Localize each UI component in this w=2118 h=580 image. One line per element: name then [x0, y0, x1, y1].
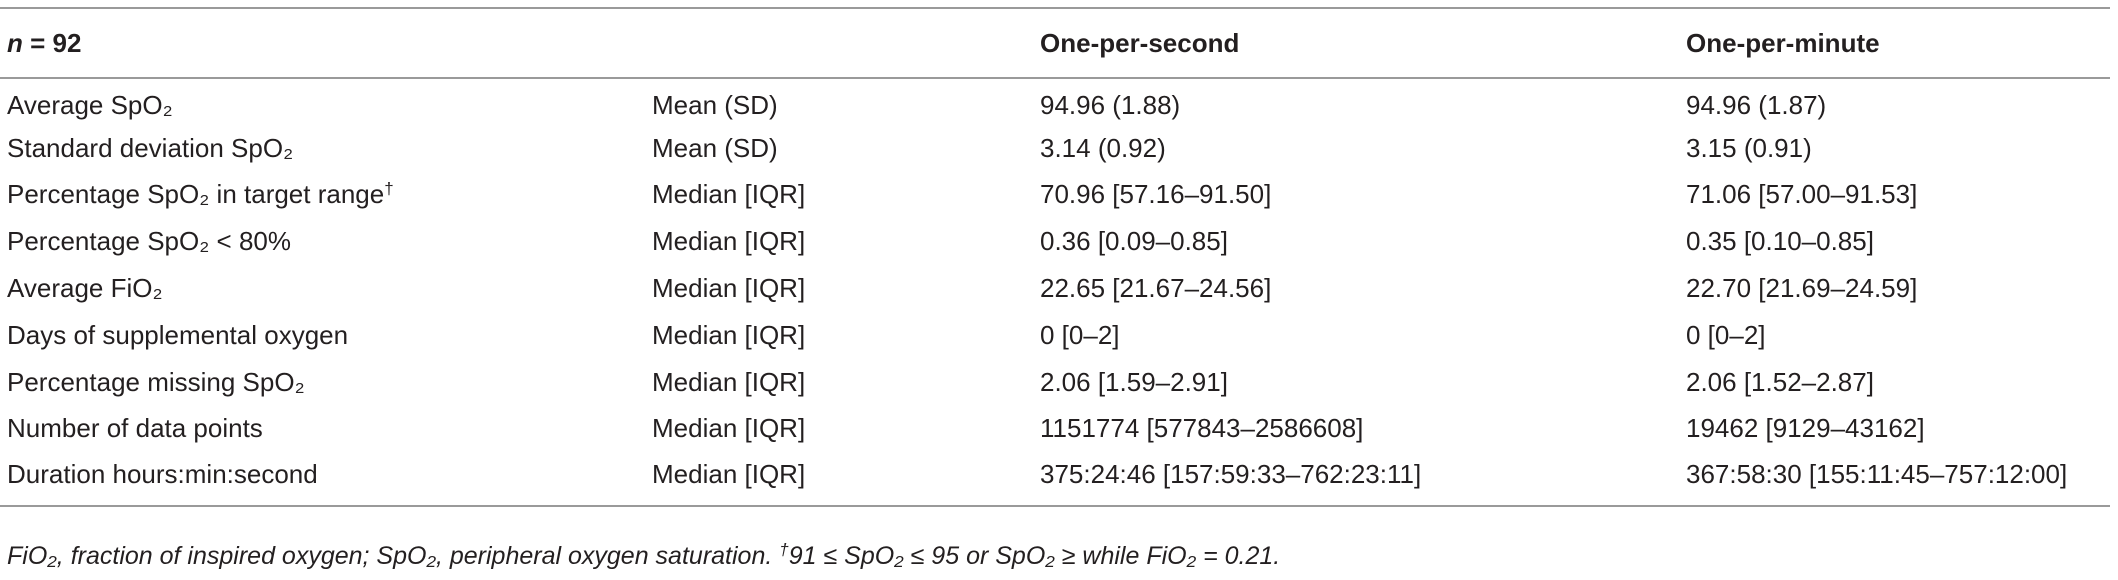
- per-minute-value: 19462 [9129–43162]: [1686, 413, 1925, 444]
- row-label: Percentage SpO₂ < 80%: [7, 226, 291, 257]
- table-row: Standard deviation SpO₂ Mean (SD) 3.14 (0.…: [0, 125, 2110, 172]
- per-second-value: 3.14 (0.92): [1040, 132, 1166, 163]
- per-minute-value: 0.35 [0.10–0.85]: [1686, 226, 1874, 257]
- per-second-value: 22.65 [21.67–24.56]: [1040, 273, 1272, 304]
- row-label-cell: Average FiO₂: [0, 265, 645, 312]
- n-symbol: n: [7, 27, 23, 58]
- statistic: Median [IQR]: [652, 459, 806, 490]
- per-minute-value: 71.06 [57.00–91.53]: [1686, 179, 1918, 210]
- footnote: FiO₂, fraction of inspired oxygen; SpO₂,…: [7, 540, 1280, 571]
- row-label: Average FiO₂: [7, 273, 163, 304]
- row-label: Standard deviation SpO₂: [7, 132, 294, 163]
- row-label: Duration hours:min:second: [7, 459, 318, 490]
- per-minute-value: 22.70 [21.69–24.59]: [1686, 273, 1918, 304]
- table-row: Number of data points Median [IQR] 1151774…: [0, 406, 2110, 453]
- row-label-cell: Percentage SpO₂ in target range†: [0, 172, 645, 219]
- statistic: Median [IQR]: [652, 179, 806, 210]
- per-second-value: 375:24:46 [157:59:33–762:23:11]: [1040, 459, 1422, 490]
- table-body: Average SpO₂ Mean (SD) 94.96 (1.88) 94.96 (…: [0, 78, 2110, 507]
- statistic: Median [IQR]: [652, 319, 806, 350]
- row-label: Average SpO₂: [7, 90, 173, 121]
- statistic: Median [IQR]: [652, 273, 806, 304]
- n-value: = 92: [30, 27, 82, 58]
- table-row: Duration hours:min:second Median [IQR] 375…: [0, 452, 2110, 507]
- header-cell: One-per-second: [1040, 27, 1240, 58]
- row-label-cell: Percentage missing SpO₂: [0, 359, 645, 406]
- table-header: n = 92 One-per-second One-per-minute: [0, 8, 2110, 78]
- table-row: Percentage SpO₂ < 80% Median [IQR] 0.36 [0…: [0, 218, 2110, 265]
- footnote-mark: †: [384, 179, 394, 199]
- per-minute-value: 367:58:30 [155:11:45–757:12:00]: [1686, 459, 2068, 490]
- row-label-cell: Days of supplemental oxygen: [0, 312, 645, 359]
- per-minute-value: 0 [0–2]: [1686, 319, 1766, 350]
- per-second-value: 0 [0–2]: [1040, 319, 1120, 350]
- footnote-definitions: FiO₂, fraction of inspired oxygen; SpO₂,…: [7, 542, 773, 570]
- per-minute-value: 3.15 (0.91): [1686, 132, 1812, 163]
- table: n = 92 One-per-second One-per-minute Ave…: [0, 7, 2110, 507]
- header-cell: [645, 8, 1033, 78]
- per-minute-value: 94.96 (1.87): [1686, 90, 1827, 121]
- row-label-cell: Duration hours:min:second: [0, 452, 645, 506]
- per-second-value: 1151774 [577843–2586608]: [1040, 413, 1364, 444]
- per-second-value: 2.06 [1.59–2.91]: [1040, 366, 1228, 397]
- table-wrap: n = 92 One-per-second One-per-minute Ave…: [0, 7, 2110, 507]
- row-label: Days of supplemental oxygen: [7, 319, 349, 350]
- header-cell: n = 92: [0, 8, 645, 78]
- table-row: Percentage SpO₂ in target range† Median […: [0, 172, 2110, 219]
- row-label: Percentage SpO₂ in target range: [7, 179, 385, 210]
- row-label-cell: Standard deviation SpO₂: [0, 125, 645, 172]
- row-label-cell: Number of data points: [0, 406, 645, 453]
- row-label: Number of data points: [7, 413, 263, 444]
- row-label-cell: Percentage SpO₂ < 80%: [0, 218, 645, 265]
- row-label-cell: Average SpO₂: [0, 78, 645, 125]
- header-cell: One-per-minute: [1686, 27, 1880, 58]
- statistic: Mean (SD): [652, 90, 778, 121]
- statistic: Mean (SD): [652, 132, 778, 163]
- statistic: Median [IQR]: [652, 413, 806, 444]
- header-row: n = 92 One-per-second One-per-minute: [0, 8, 2110, 78]
- footnote-mark: †: [779, 540, 789, 559]
- per-second-value: 94.96 (1.88): [1040, 90, 1181, 121]
- table-row: Percentage missing SpO₂ Median [IQR] 2.06 …: [0, 359, 2110, 406]
- per-second-value: 70.96 [57.16–91.50]: [1040, 179, 1272, 210]
- statistic: Median [IQR]: [652, 226, 806, 257]
- row-label: Percentage missing SpO₂: [7, 366, 305, 397]
- table-row: Days of supplemental oxygen Median [IQR] 0…: [0, 312, 2110, 359]
- table-row: Average FiO₂ Median [IQR] 22.65 [21.67–24.…: [0, 265, 2110, 312]
- table-row: Average SpO₂ Mean (SD) 94.96 (1.88) 94.96 (…: [0, 78, 2110, 125]
- footnote-note: 91 ≤ SpO₂ ≤ 95 or SpO₂ ≥ while FiO₂ = 0.…: [788, 542, 1281, 570]
- per-second-value: 0.36 [0.09–0.85]: [1040, 226, 1228, 257]
- per-minute-value: 2.06 [1.52–2.87]: [1686, 366, 1874, 397]
- statistic: Median [IQR]: [652, 366, 806, 397]
